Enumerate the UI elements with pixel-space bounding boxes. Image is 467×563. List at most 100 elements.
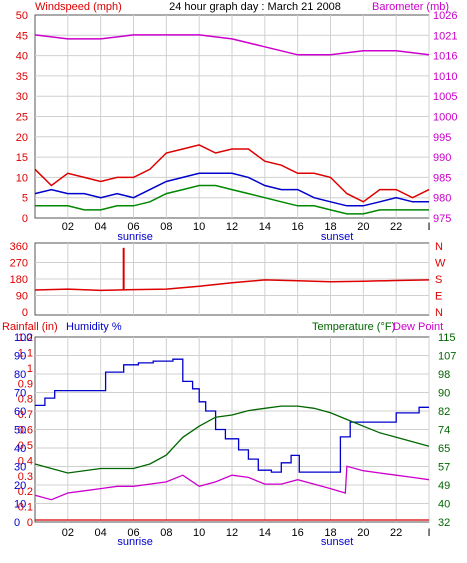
barometer-tick: 985 <box>433 172 451 184</box>
humidity-tick: 70 <box>14 388 26 400</box>
rainfall-tick: 0.8 <box>18 394 33 406</box>
panel1-x-tick: 18 <box>324 221 336 233</box>
rainfall-tick: 0.9 <box>18 378 33 390</box>
sunrise-label-top: sunrise <box>117 231 152 243</box>
temperature-tick: 49 <box>438 480 450 492</box>
wind-direction-line <box>34 279 430 292</box>
temperature-tick: 82 <box>438 406 450 418</box>
direction-tick: 360 <box>10 241 28 253</box>
dewpoint-line <box>34 465 430 501</box>
windspeed-tick: 15 <box>16 152 28 164</box>
temperature-tick: 90 <box>438 388 450 400</box>
panel3-x-tick: 02 <box>62 527 74 539</box>
barometer-tick: 995 <box>433 132 451 144</box>
temperature-tick: 57 <box>438 462 450 474</box>
rainfall-tick: 0.4 <box>18 455 33 467</box>
panel3-x-tick: 14 <box>259 527 271 539</box>
windspeed-tick: 25 <box>16 112 28 124</box>
sunset-label-bottom: sunset <box>321 536 353 548</box>
compass-label: S <box>435 274 442 286</box>
windspeed-tick: 45 <box>16 30 28 42</box>
barometer-axis-label: Barometer (mb) <box>372 1 449 13</box>
barometer-tick: 980 <box>433 193 451 205</box>
temperature-tick: 107 <box>438 351 456 363</box>
panel1-x-tick: 10 <box>193 221 205 233</box>
panel1-x-tick: I <box>427 221 430 233</box>
panel3-x-tick: 12 <box>226 527 238 539</box>
rainfall-tick: 0.3 <box>18 471 33 483</box>
temperature-tick: 40 <box>438 499 450 511</box>
temperature-tick: 32 <box>438 517 450 529</box>
compass-label: N <box>435 307 443 319</box>
rainfall-axis-label: Rainfall (in) <box>2 321 58 333</box>
barometer-tick: 1000 <box>433 112 457 124</box>
rainfall-tick: 1 <box>27 363 33 375</box>
rainfall-tick: 0 <box>27 517 33 529</box>
humidity-tick: 50 <box>14 425 26 437</box>
panel1-series-line <box>35 184 429 215</box>
barometer-tick: 975 <box>433 213 451 225</box>
windspeed-tick: 30 <box>16 91 28 103</box>
compass-label: N <box>435 241 443 253</box>
windspeed-tick: 10 <box>16 172 28 184</box>
panel1-x-tick: 22 <box>390 221 402 233</box>
direction-tick: 90 <box>16 291 28 303</box>
panel3-x-tick: 20 <box>357 527 369 539</box>
windspeed-axis-label: Windspeed (mph) <box>35 1 122 13</box>
windspeed-tick: 0 <box>22 213 28 225</box>
windspeed-tick: 50 <box>16 10 28 22</box>
windspeed-tick: 40 <box>16 51 28 63</box>
panel1-x-tick: 08 <box>160 221 172 233</box>
humidity-tick: 90 <box>14 351 26 363</box>
barometer-tick: 1016 <box>433 51 457 63</box>
barometer-tick: 1026 <box>433 10 457 22</box>
panel1-series-line <box>34 144 430 203</box>
panel3-x-tick: 16 <box>292 527 304 539</box>
panel3-x-tick: I <box>427 527 430 539</box>
panel1-x-tick: 06 <box>127 221 139 233</box>
rainfall-tick: 0.1 <box>18 502 33 514</box>
windspeed-tick: 20 <box>16 132 28 144</box>
temperature-line <box>34 405 430 474</box>
temperature-tick: 115 <box>438 332 456 344</box>
rainfall-tick: 0.2 <box>18 486 33 498</box>
humidity-tick: 10 <box>14 499 26 511</box>
humidity-tick: 80 <box>14 369 26 381</box>
windspeed-tick: 5 <box>22 193 28 205</box>
dewpoint-axis-label: Dew Point <box>393 321 443 333</box>
compass-label: E <box>435 291 442 303</box>
humidity-tick: 100 <box>14 332 32 344</box>
humidity-axis-label: Humidity % <box>66 321 122 333</box>
barometer-tick: 1005 <box>433 91 457 103</box>
temperature-tick: 98 <box>438 369 450 381</box>
humidity-tick: 0 <box>14 517 20 529</box>
humidity-tick: 40 <box>14 443 26 455</box>
panel1-x-tick: 20 <box>357 221 369 233</box>
panel3-x-tick: 08 <box>160 527 172 539</box>
rainfall-tick: 1.1 <box>18 347 33 359</box>
humidity-tick: 30 <box>14 462 26 474</box>
compass-label: W <box>435 258 446 270</box>
panel1-x-tick: 14 <box>259 221 271 233</box>
panel3-x-tick: 06 <box>127 527 139 539</box>
panel1-x-tick: 04 <box>95 221 107 233</box>
panel1-x-tick: 16 <box>292 221 304 233</box>
humidity-line <box>35 358 429 473</box>
rainfall-tick: 0.7 <box>18 409 33 421</box>
humidity-tick: 20 <box>14 480 26 492</box>
barometer-tick: 1021 <box>433 30 457 42</box>
direction-tick: 180 <box>10 274 28 286</box>
direction-tick: 270 <box>10 258 28 270</box>
humidity-tick: 60 <box>14 406 26 418</box>
sunset-label-top: sunset <box>321 231 353 243</box>
temperature-tick: 65 <box>438 443 450 455</box>
direction-tick: 0 <box>22 307 28 319</box>
chart-title: 24 hour graph day : March 21 2008 <box>169 1 341 13</box>
panel1-series-line <box>34 34 430 56</box>
temperature-tick: 74 <box>438 425 450 437</box>
panel3-x-tick: 04 <box>95 527 107 539</box>
panel1-x-tick: 02 <box>62 221 74 233</box>
panel3-x-tick: 10 <box>193 527 205 539</box>
panel3-x-tick: 22 <box>390 527 402 539</box>
